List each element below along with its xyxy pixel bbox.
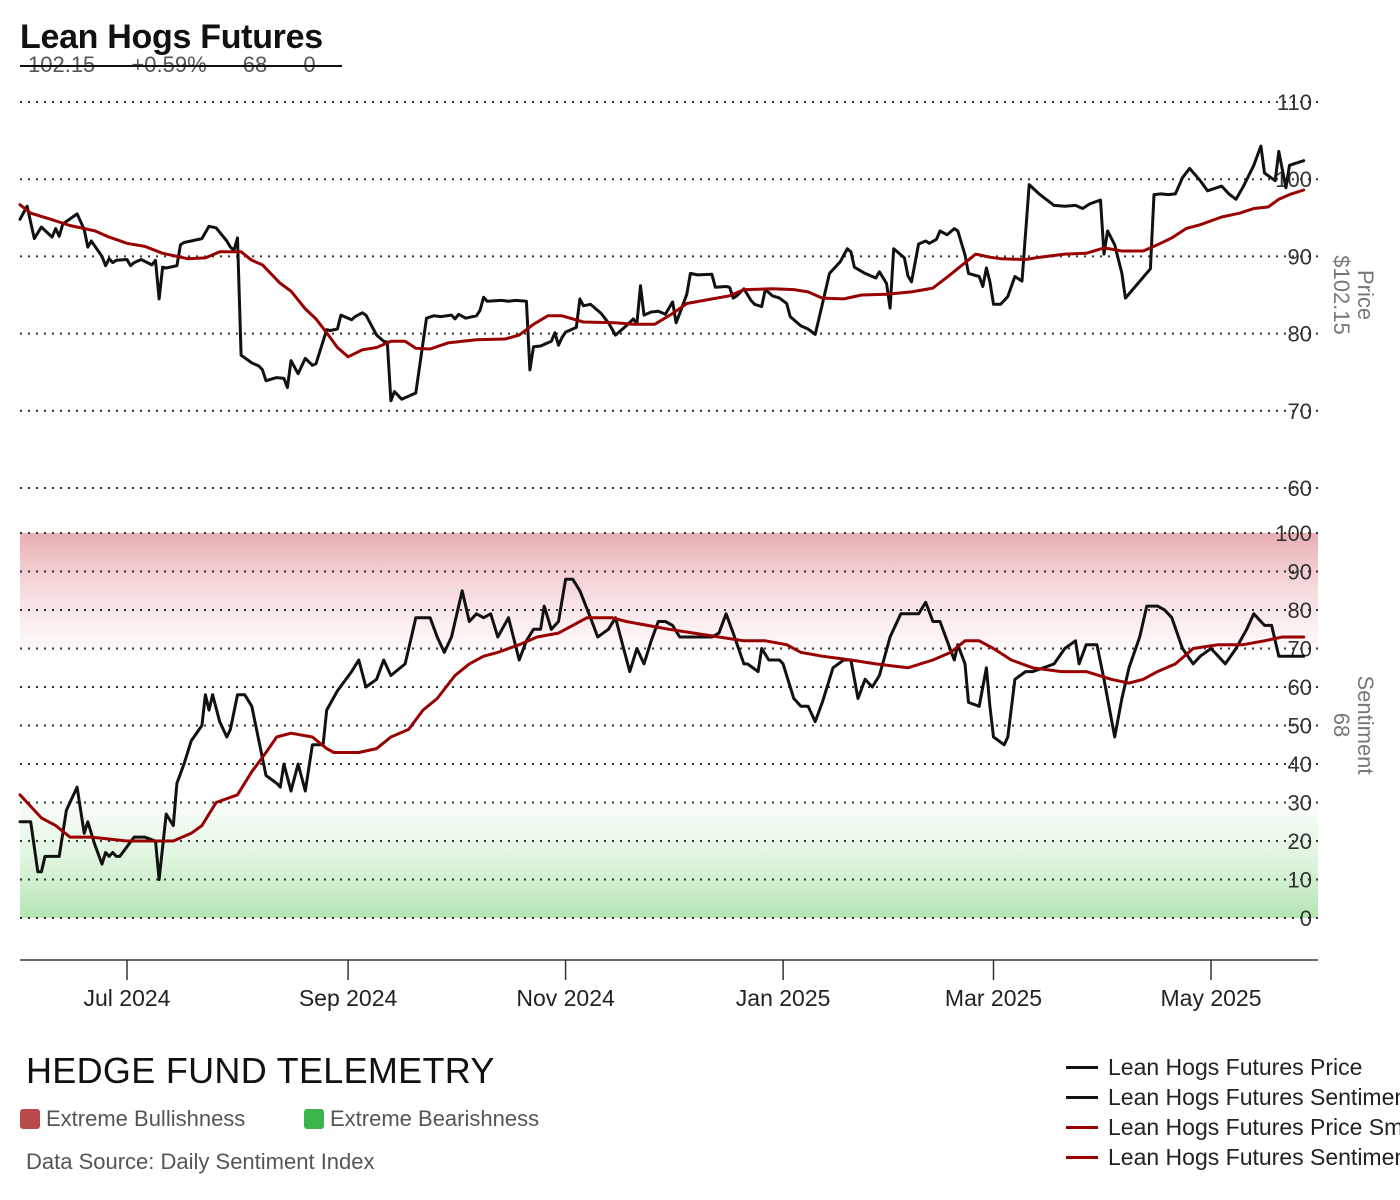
x-axis: Jul 2024 Sep 2024 Nov 2024 Jan 2025 Mar 2025…: [20, 959, 1318, 1011]
chart-title: Lean Hogs Futures: [20, 18, 323, 56]
legend-item-price[interactable]: Lean Hogs Futures Price: [1066, 1052, 1400, 1082]
sentiment-axis-tick-label: 50: [1288, 714, 1312, 739]
price-axis-tick-label: 80: [1288, 322, 1312, 347]
bullish-swatch: [20, 1109, 40, 1129]
bullish-label: Extreme Bullishness: [46, 1106, 246, 1131]
data-source: Data Source: Daily Sentiment Index: [26, 1149, 375, 1174]
sentiment-axis-tick-label: 60: [1288, 675, 1312, 700]
zone-extreme-bearishness: [20, 802, 1318, 918]
x-tick-label: May 2025: [1161, 985, 1262, 1011]
price-axis-tick-label: 90: [1288, 244, 1312, 269]
price-axis-tick-label: 70: [1288, 399, 1312, 424]
sentiment-axis-tick-label: 90: [1288, 560, 1312, 585]
legend-label: Lean Hogs Futures Sentiment Smoothed: [1108, 1143, 1400, 1170]
chart-canvas: 60 70 80 90 100 110 0 10 20 30 40 50 60 70 80 90 100 Jul…: [18, 90, 1378, 1011]
legend-label: Lean Hogs Futures Sentiment: [1108, 1083, 1400, 1110]
legend-extreme-bullishness: Extreme Bullishness: [20, 1106, 245, 1132]
legend-label: Lean Hogs Futures Price Smoothed: [1108, 1113, 1400, 1140]
extra-value: 0: [303, 52, 315, 78]
bearish-label: Extreme Bearishness: [330, 1106, 540, 1131]
x-tick-label: Mar 2025: [945, 985, 1042, 1011]
grid-layer: 60 70 80 90 100 110 0 10 20 30 40 50 60 70 80 90 100: [20, 90, 1318, 931]
sentiment-axis-tick-label: 10: [1288, 868, 1312, 893]
price-value: 102.15: [28, 52, 96, 77]
legend-line-icon: [1066, 1155, 1098, 1159]
x-tick-label: Jan 2025: [736, 985, 831, 1011]
legend-item-sentiment[interactable]: Lean Hogs Futures Sentiment: [1066, 1082, 1400, 1112]
series-legend: Lean Hogs Futures Price Lean Hogs Future…: [1066, 1052, 1400, 1172]
legend-label: Lean Hogs Futures Price: [1108, 1053, 1363, 1080]
sentiment-axis-tick-label: 80: [1288, 598, 1312, 623]
legend-line-icon: [1066, 1095, 1098, 1099]
strike-line: [20, 65, 342, 67]
x-tick-label: Sep 2024: [299, 985, 398, 1011]
sentiment-axis-value: 68: [1329, 713, 1354, 737]
series-layer: [18, 144, 1306, 881]
x-tick-label: Nov 2024: [516, 985, 615, 1011]
sentiment-axis-tick-label: 100: [1275, 521, 1312, 546]
zones-layer: [20, 533, 1318, 918]
sentiment-axis-tick-label: 30: [1288, 791, 1312, 816]
sentiment-series-smoothed: [18, 616, 1306, 843]
sentiment-axis-tick-label: 0: [1300, 906, 1312, 931]
legend-item-sentiment-smoothed[interactable]: Lean Hogs Futures Sentiment Smoothed: [1066, 1142, 1400, 1172]
price-axis-tick-label: 110: [1277, 90, 1312, 115]
legend-extreme-bearishness: Extreme Bearishness: [304, 1106, 539, 1132]
legend-line-icon: [1066, 1065, 1098, 1069]
zone-extreme-bullishness: [20, 533, 1318, 649]
price-axis-tick-label: 100: [1275, 167, 1312, 192]
brand-name: HEDGE FUND TELEMETRY: [26, 1050, 495, 1091]
sentiment-series-raw: [18, 577, 1306, 881]
legend-line-icon: [1066, 1125, 1098, 1129]
price-series-smoothed: [18, 188, 1306, 359]
quote-summary: 102.15 +0.59% 68 0: [20, 52, 342, 78]
x-tick-label: Jul 2024: [83, 985, 170, 1011]
sentiment-axis-name: Sentiment: [1353, 675, 1378, 774]
price-axis-tick-label: 60: [1288, 476, 1312, 501]
bearish-swatch: [304, 1109, 324, 1129]
price-change: +0.59%: [131, 52, 207, 77]
price-axis-value: $102.15: [1329, 255, 1354, 335]
legend-item-price-smoothed[interactable]: Lean Hogs Futures Price Smoothed: [1066, 1112, 1400, 1142]
sentiment-axis-tick-label: 20: [1288, 829, 1312, 854]
sentiment-axis-tick-label: 40: [1288, 752, 1312, 777]
sentiment-axis-tick-label: 70: [1288, 637, 1312, 662]
price-axis-title: Price$102.15: [1329, 255, 1378, 335]
sentiment-value: 68: [242, 52, 268, 77]
price-series-raw: [18, 144, 1306, 403]
price-axis-name: Price: [1353, 270, 1378, 320]
